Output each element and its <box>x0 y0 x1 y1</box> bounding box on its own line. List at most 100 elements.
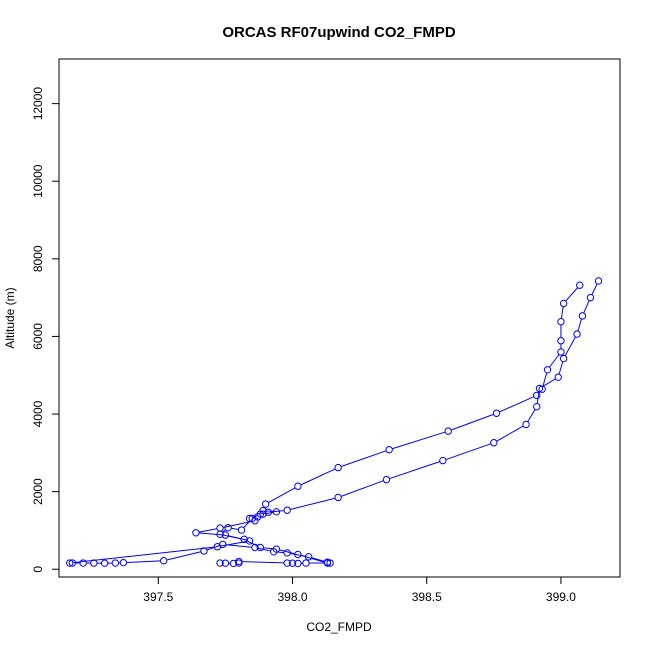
series-segment <box>496 425 524 442</box>
data-point <box>559 354 568 363</box>
data-point <box>288 559 297 567</box>
data-point <box>224 524 232 532</box>
y-tick-label: 8000 <box>31 245 45 272</box>
data-point <box>323 559 332 567</box>
series-segment <box>577 318 582 332</box>
data-point <box>543 366 552 374</box>
data-point <box>192 529 200 537</box>
series-segment <box>126 560 161 563</box>
series-segment <box>445 443 491 461</box>
series-segment <box>223 534 242 540</box>
series-segment <box>311 557 325 562</box>
data-point <box>385 446 393 454</box>
data-point <box>586 293 595 302</box>
series-segment <box>451 413 494 431</box>
data-point <box>216 559 224 567</box>
data-point <box>334 493 342 502</box>
data-point <box>111 559 120 567</box>
series-segment <box>225 544 252 548</box>
data-point <box>229 559 238 568</box>
data-point <box>557 317 565 326</box>
data-point <box>221 531 230 539</box>
data-point <box>490 439 498 447</box>
series-segment <box>300 554 325 563</box>
series-segment <box>527 409 536 423</box>
series-segment <box>591 283 598 295</box>
data-point <box>283 559 291 567</box>
x-tick-label: 398.5 <box>412 590 442 604</box>
series-segment <box>268 487 296 503</box>
data-point <box>119 558 128 567</box>
x-tick-label: 398.0 <box>278 590 308 604</box>
data-point <box>68 559 77 567</box>
series-segment <box>257 547 271 552</box>
data-point <box>213 543 222 551</box>
data-point <box>216 524 224 532</box>
data-point <box>576 281 584 289</box>
series-segment <box>290 497 336 510</box>
series-segment <box>242 561 284 564</box>
y-tick-label: 0 <box>31 566 45 573</box>
y-tick-label: 2000 <box>31 478 45 505</box>
series-segment <box>266 510 274 513</box>
series-segment <box>206 544 220 551</box>
data-point <box>159 557 168 565</box>
data-point <box>216 530 224 539</box>
series-segment <box>340 480 384 497</box>
data-point <box>573 330 581 338</box>
x-axis: 397.5 398.0 398.5 399.0 <box>143 577 576 604</box>
data-point <box>557 336 565 345</box>
series-segment <box>389 461 440 480</box>
x-tick-label: 397.5 <box>143 590 173 604</box>
data-point <box>248 514 256 523</box>
series-segment <box>392 431 446 450</box>
data-point <box>100 559 109 567</box>
data-point <box>294 559 302 568</box>
series-segment <box>542 372 548 387</box>
data-point <box>538 385 546 393</box>
data-point <box>302 559 310 567</box>
data-point <box>253 513 262 521</box>
data-point <box>533 391 541 400</box>
data-point <box>294 550 302 559</box>
data-point <box>559 299 568 308</box>
x-axis-label: CO2_FMPD <box>306 620 372 634</box>
data-point <box>334 463 342 472</box>
y-axis-label: Altitude (m) <box>3 287 17 348</box>
series-segment <box>549 354 560 368</box>
y-axis: 0 2000 4000 6000 8000 10000 12000 <box>31 87 59 573</box>
data-point <box>554 373 562 381</box>
series-segment <box>536 391 540 404</box>
y-tick-label: 12000 <box>31 87 45 121</box>
series-segment <box>166 551 201 561</box>
series-segment <box>279 549 295 555</box>
data-point <box>79 559 87 567</box>
data-point <box>382 475 391 484</box>
y-tick-label: 4000 <box>31 400 45 427</box>
series-segment <box>541 378 556 388</box>
data-point <box>522 420 530 429</box>
data-point <box>240 535 248 544</box>
data-point <box>294 482 302 490</box>
data-point <box>578 312 587 320</box>
data-point <box>492 409 501 417</box>
series-segment <box>263 547 274 550</box>
x-tick-label: 399.0 <box>546 590 576 604</box>
data-point <box>200 547 208 555</box>
series-segment <box>558 361 564 375</box>
data-point <box>237 526 246 534</box>
data-point <box>221 559 230 567</box>
series-segment <box>243 520 251 529</box>
data-point <box>256 543 265 552</box>
data-point <box>245 537 254 545</box>
data-point <box>66 559 74 567</box>
data-point <box>557 348 565 356</box>
data-point <box>444 427 452 435</box>
series-layer <box>66 277 603 568</box>
data-point <box>90 559 98 567</box>
data-point <box>439 456 447 465</box>
series-segment <box>341 450 387 467</box>
y-tick-label: 10000 <box>31 164 45 198</box>
series-segment <box>222 529 226 533</box>
